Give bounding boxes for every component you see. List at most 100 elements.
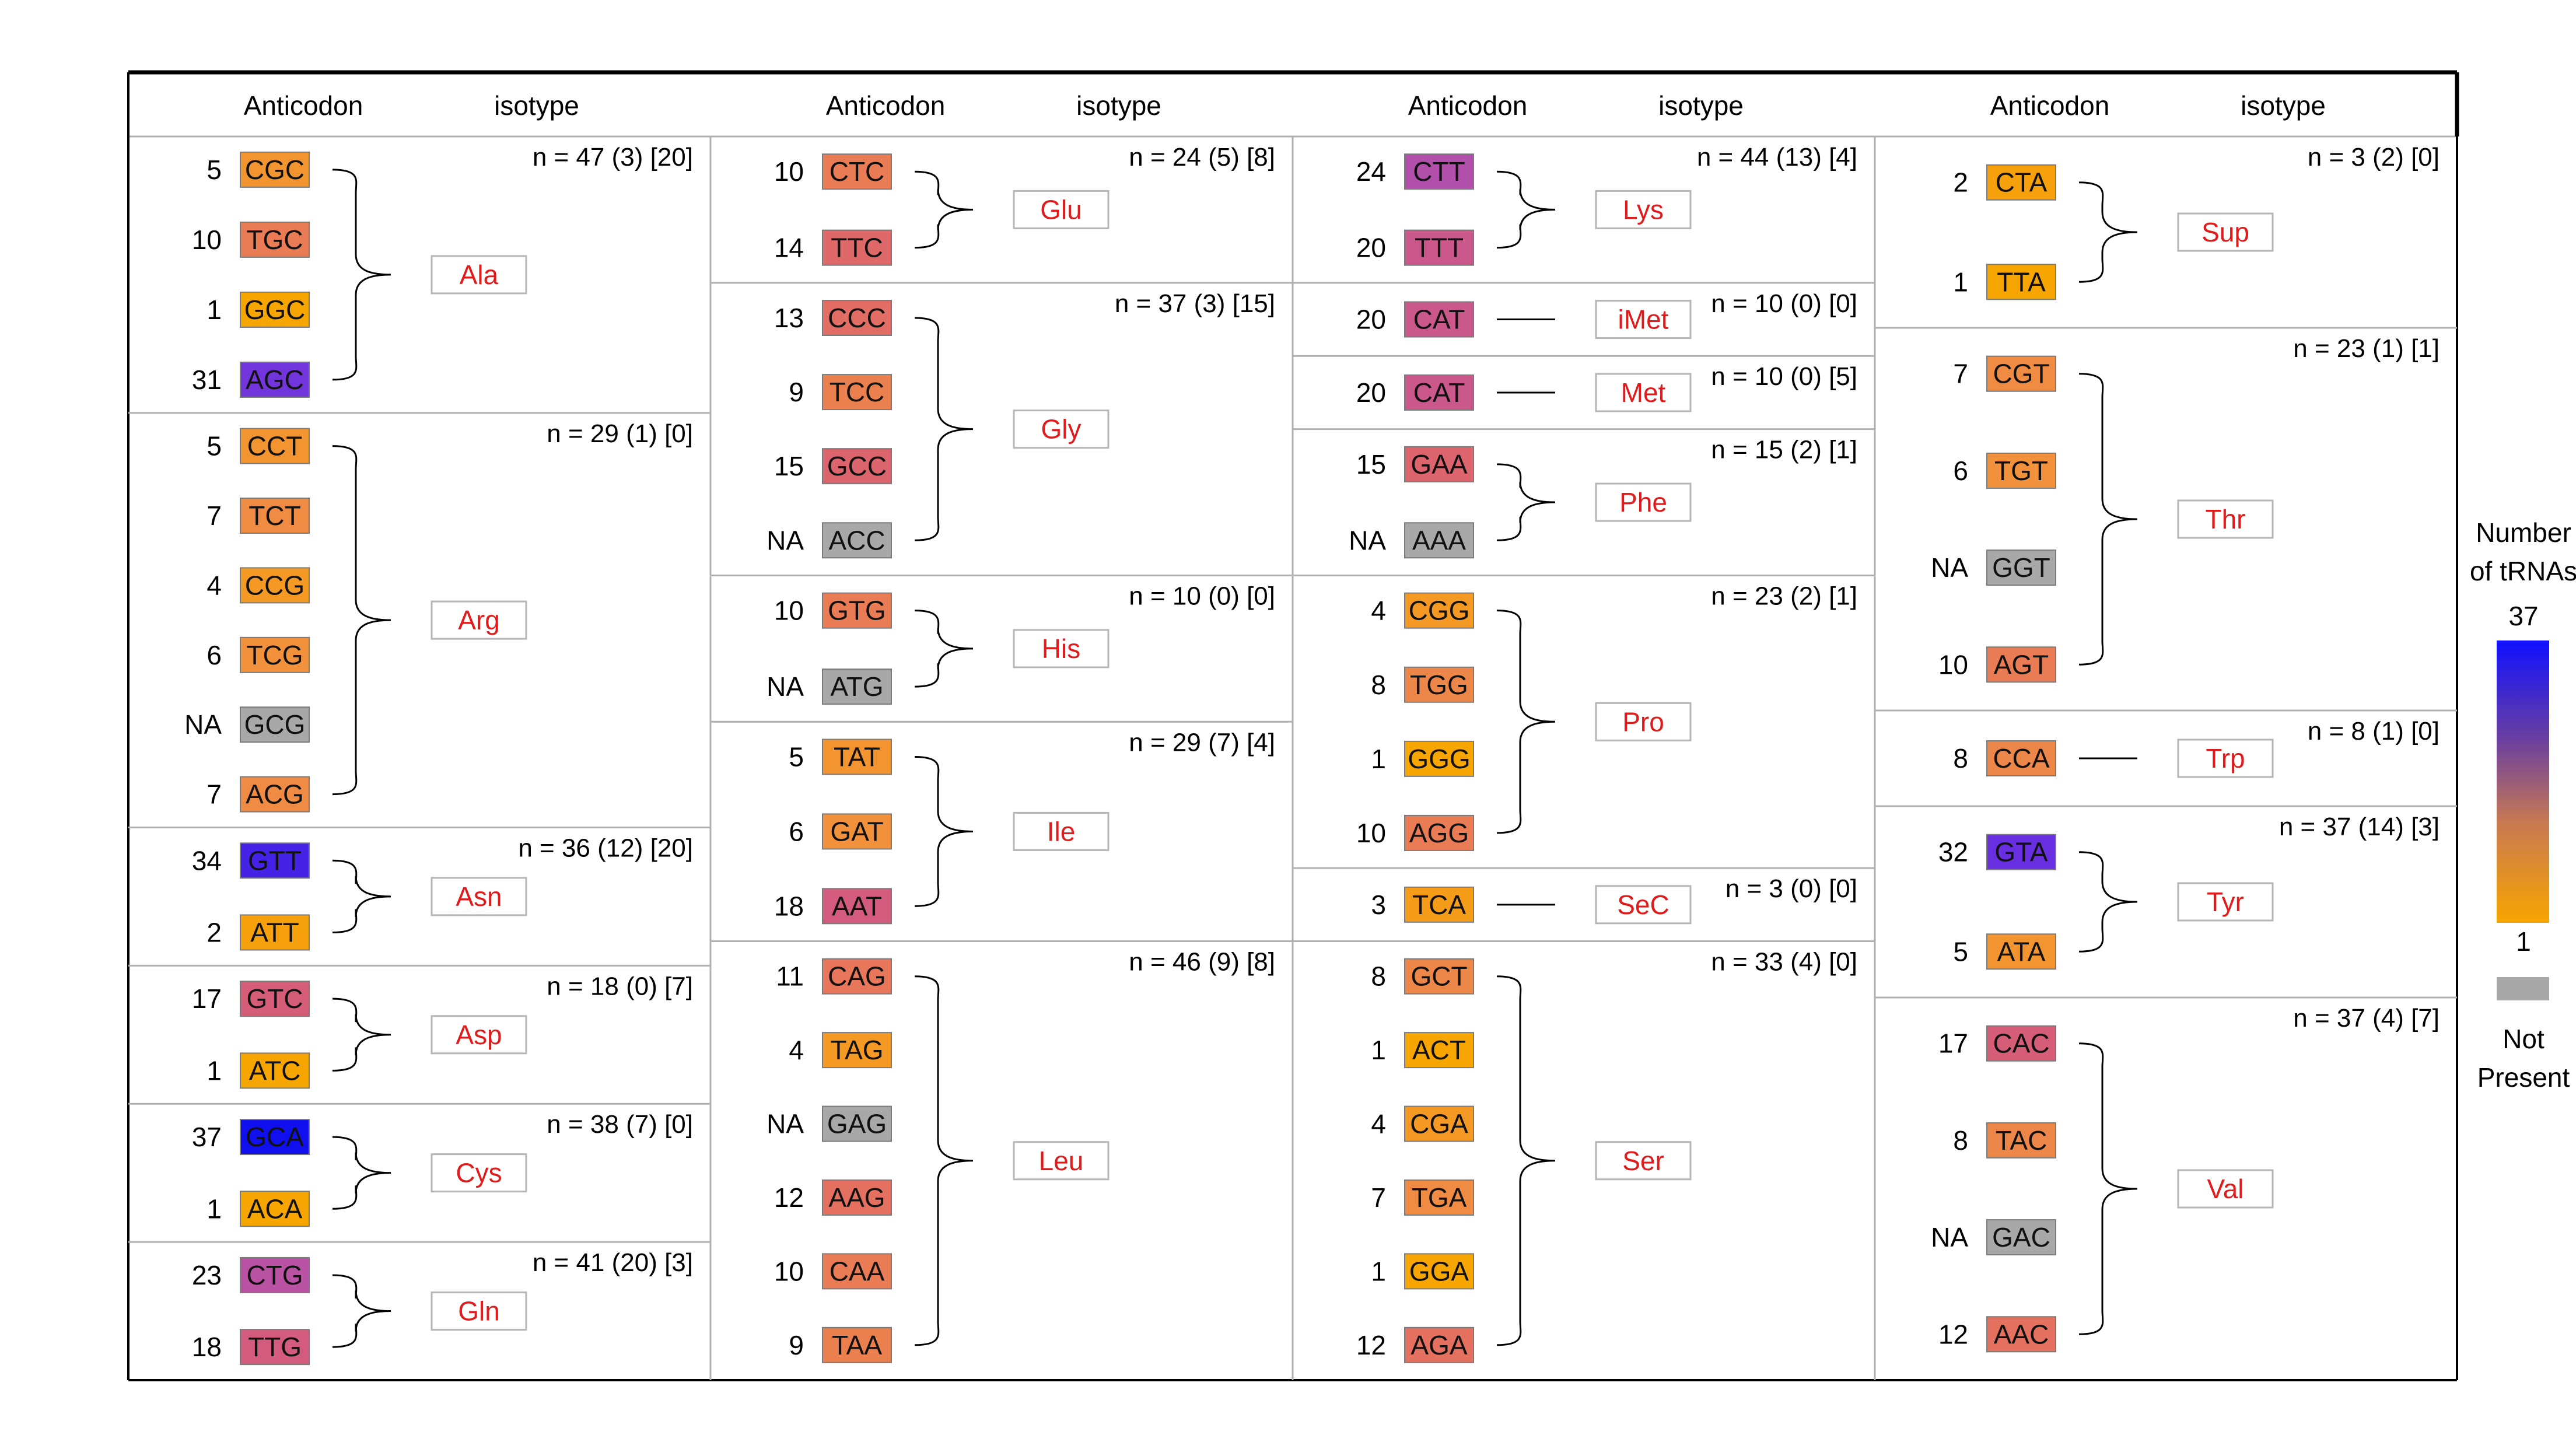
isotype-box <box>1595 300 1692 340</box>
anticodon-label: AGG <box>1409 818 1469 848</box>
anticodon-label: GGT <box>1992 552 2050 583</box>
anticodon-color-box <box>1404 1253 1474 1290</box>
isotype-counts: n = 24 (5) [8] <box>1129 143 1275 172</box>
anticodon-count: 32 <box>1938 837 1968 867</box>
anticodon-color-box <box>822 300 892 337</box>
anticodon-color-box <box>240 361 310 398</box>
anticodon-label: TAC <box>1996 1125 2048 1156</box>
anticodon-color-box <box>1404 153 1474 190</box>
anticodon-color-box <box>1986 1122 2056 1158</box>
anticodon-count: 4 <box>206 570 222 600</box>
isotype-box <box>430 1292 527 1331</box>
isotype-counts: n = 41 (20) [3] <box>533 1248 693 1277</box>
group-brace <box>332 998 391 1072</box>
anticodon-color-box <box>240 706 310 743</box>
anticodon-label: CAT <box>1413 377 1465 408</box>
anticodon-count: 9 <box>789 377 804 407</box>
anticodon-label: CTA <box>1996 167 2048 198</box>
anticodon-label: TAA <box>832 1330 882 1360</box>
isotype-counts: n = 23 (2) [1] <box>1711 582 1857 610</box>
isotype-counts: n = 29 (7) [4] <box>1129 728 1275 757</box>
anticodon-label: CCG <box>245 570 304 600</box>
anticodon-color-box <box>1986 1219 2056 1256</box>
anticodon-color-box <box>1986 740 2056 776</box>
anticodon-label: GCT <box>1410 961 1467 992</box>
header-isotype: isotype <box>1658 90 1744 121</box>
anticodon-color-box <box>240 914 310 951</box>
anticodon-color-box <box>822 668 892 705</box>
header-isotype: isotype <box>494 90 579 121</box>
anticodon-label: ACC <box>828 525 885 555</box>
anticodon-color-box <box>1986 264 2056 300</box>
anticodon-color-box <box>240 981 310 1017</box>
anticodon-count: 20 <box>1356 377 1386 408</box>
anticodon-count: 11 <box>776 961 804 992</box>
anticodon-label: TGC <box>246 225 303 255</box>
isotype-counts: n = 36 (12) [20] <box>518 834 693 862</box>
anticodon-count: NA <box>1931 552 1968 583</box>
anticodon-count: 12 <box>774 1182 804 1213</box>
anticodon-label: CGG <box>1409 596 1470 626</box>
anticodon-color-box <box>822 1253 892 1290</box>
anticodon-color-box <box>822 229 892 266</box>
anticodon-count: 3 <box>1371 890 1386 920</box>
anticodon-count: 4 <box>789 1035 804 1065</box>
anticodon-count: 2 <box>1953 167 1968 198</box>
anticodon-count: 15 <box>774 451 804 481</box>
anticodon-label: TCA <box>1412 890 1466 920</box>
anticodon-label: TTA <box>1997 267 2046 297</box>
isotype-label: Tyr <box>2207 887 2244 917</box>
isotype-label: Gly <box>1041 414 1082 444</box>
isotype-counts: n = 23 (1) [1] <box>2293 334 2440 363</box>
anticodon-count: 1 <box>1953 267 1968 297</box>
anticodon-count: 1 <box>206 1055 222 1086</box>
isotype-label: His <box>1042 634 1080 664</box>
anticodon-count: NA <box>766 671 804 702</box>
anticodon-label: GGG <box>1408 744 1470 774</box>
group-brace <box>2078 373 2138 666</box>
anticodon-label: GGA <box>1409 1256 1469 1286</box>
anticodon-color-box <box>240 776 310 813</box>
anticodon-color-box <box>240 567 310 604</box>
isotype-box <box>430 1153 527 1193</box>
anticodon-label: GGC <box>244 295 306 325</box>
anticodon-count: NA <box>766 1109 804 1139</box>
anticodon-color-box <box>822 1032 892 1069</box>
isotype-box <box>1595 482 1692 522</box>
anticodon-label: GTA <box>1994 837 2048 867</box>
anticodon-count: 8 <box>1953 1125 1968 1156</box>
anticodon-label: CAG <box>828 961 886 992</box>
anticodon-count: 17 <box>192 984 222 1014</box>
anticodon-label: TCT <box>249 501 300 531</box>
isotype-box <box>2177 212 2274 252</box>
header-anticodon: Anticodon <box>826 90 946 121</box>
anticodon-color-box <box>240 428 310 464</box>
anticodon-count: 20 <box>1356 304 1386 335</box>
isotype-label: Ser <box>1622 1146 1664 1176</box>
anticodon-label: AAT <box>832 891 882 921</box>
anticodon-label: GTG <box>828 596 886 626</box>
isotype-label: Ala <box>460 260 499 290</box>
isotype-label: Val <box>2207 1174 2244 1204</box>
anticodon-color-box <box>822 448 892 485</box>
anticodon-count: 10 <box>774 1256 804 1286</box>
anticodon-color-box <box>240 221 310 258</box>
anticodon-color-box <box>822 592 892 629</box>
anticodon-label: ACG <box>246 779 304 810</box>
isotype-label: Leu <box>1039 1146 1084 1176</box>
anticodon-count: 10 <box>192 225 222 255</box>
anticodon-label: GAG <box>827 1109 887 1139</box>
isotype-counts: n = 37 (14) [3] <box>2279 813 2440 841</box>
anticodon-label: GCC <box>827 451 887 481</box>
anticodon-color-box <box>822 522 892 559</box>
anticodon-count: 34 <box>192 845 222 876</box>
anticodon-color-box <box>822 813 892 850</box>
anticodon-label: TTC <box>831 233 883 263</box>
anticodon-label: TAG <box>830 1035 883 1065</box>
group-brace <box>914 170 974 249</box>
anticodon-count: 12 <box>1356 1330 1386 1360</box>
anticodon-count: 5 <box>1953 936 1968 967</box>
isotype-label: Met <box>1621 377 1666 408</box>
anticodon-label: CGC <box>245 155 304 185</box>
